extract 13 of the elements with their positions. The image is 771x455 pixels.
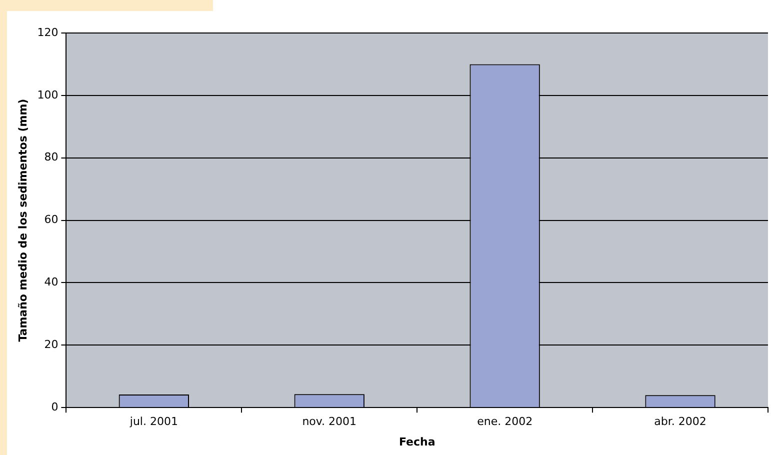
x-tick-label: jul. 2001 xyxy=(128,415,178,428)
y-tick-label: 0 xyxy=(51,400,58,414)
x-tick-label: abr. 2002 xyxy=(654,415,706,428)
y-axis-title: Tamaño medio de los sedimentos (mm) xyxy=(16,98,30,342)
x-tick-label: nov. 2001 xyxy=(302,415,357,428)
y-tick-label: 20 xyxy=(44,338,58,352)
y-tick-label: 100 xyxy=(37,88,58,102)
x-axis-title: Fecha xyxy=(398,435,436,448)
x-tick-label: ene. 2002 xyxy=(477,415,533,428)
y-tick-label: 60 xyxy=(44,213,58,226)
y-tick-label: 120 xyxy=(37,26,58,39)
y-tick-label: 40 xyxy=(44,276,58,289)
y-tick-label: 80 xyxy=(44,150,58,164)
